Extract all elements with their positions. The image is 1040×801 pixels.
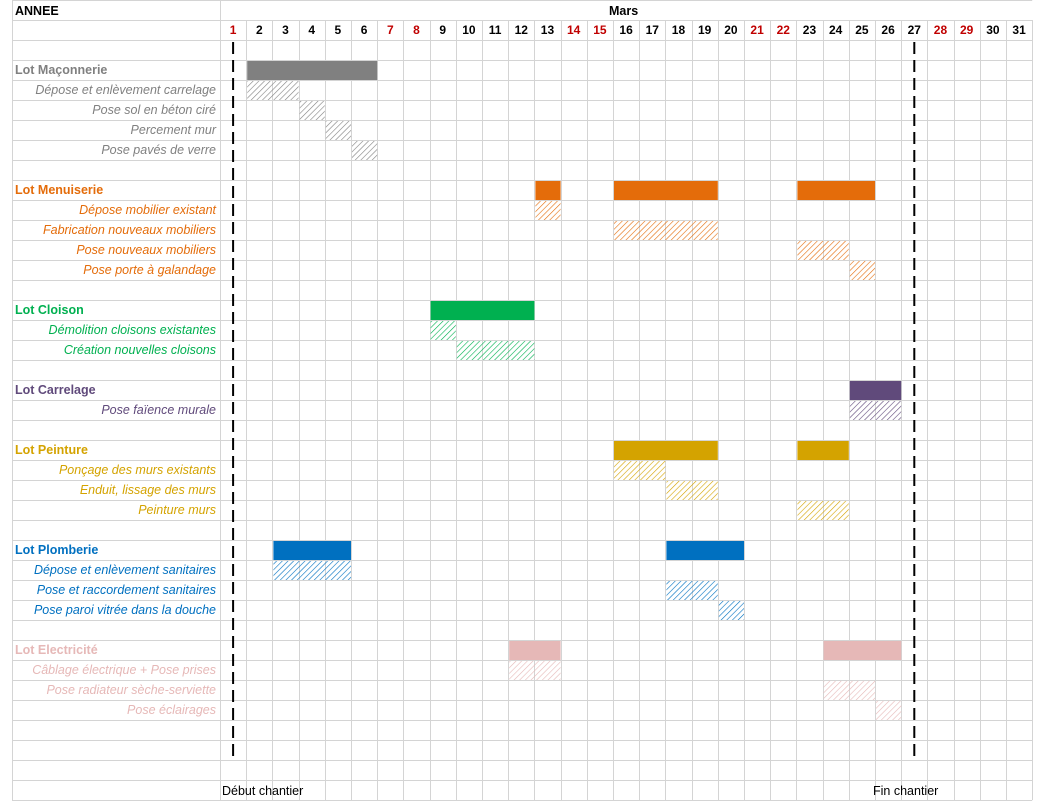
task-bar bbox=[849, 261, 875, 280]
task-bar bbox=[876, 701, 902, 720]
task-bar bbox=[352, 141, 378, 160]
day-header-18[interactable]: 18 bbox=[671, 23, 686, 37]
task-bar bbox=[299, 101, 325, 120]
task-bar bbox=[273, 561, 351, 580]
lot-label[interactable]: Lot Menuiserie bbox=[15, 183, 104, 197]
day-header-16[interactable]: 16 bbox=[619, 23, 633, 37]
task-label[interactable]: Dépose et enlèvement sanitaires bbox=[33, 563, 216, 577]
task-label[interactable]: Pose radiateur sèche-serviette bbox=[46, 683, 216, 697]
day-header-6[interactable]: 6 bbox=[360, 23, 368, 37]
lot-bar bbox=[509, 641, 561, 660]
day-header-1[interactable]: 1 bbox=[229, 23, 237, 37]
task-bar bbox=[797, 501, 849, 520]
task-bar bbox=[823, 681, 875, 700]
task-label[interactable]: Démolition cloisons existantes bbox=[48, 323, 216, 337]
task-bar bbox=[509, 661, 561, 680]
lot-bar bbox=[247, 61, 378, 80]
day-header-28[interactable]: 28 bbox=[933, 23, 948, 37]
day-header-4[interactable]: 4 bbox=[308, 23, 316, 37]
day-header-3[interactable]: 3 bbox=[282, 23, 289, 37]
lot-label[interactable]: Lot Electricité bbox=[15, 643, 98, 657]
day-header-2[interactable]: 2 bbox=[255, 23, 263, 37]
year-header[interactable]: ANNEE bbox=[15, 4, 59, 18]
day-header-30[interactable]: 30 bbox=[986, 23, 1000, 37]
task-bar bbox=[456, 341, 535, 360]
task-bar bbox=[535, 201, 561, 220]
lot-bar bbox=[535, 181, 561, 200]
day-header-12[interactable]: 12 bbox=[514, 23, 528, 37]
end-label[interactable]: Fin chantier bbox=[873, 784, 939, 798]
task-label[interactable]: Pose éclairages bbox=[127, 703, 216, 717]
task-label[interactable]: Enduit, lissage des murs bbox=[79, 483, 216, 497]
task-bar bbox=[718, 601, 744, 620]
day-header-22[interactable]: 22 bbox=[776, 23, 790, 37]
task-bar bbox=[666, 581, 718, 600]
lot-bar bbox=[614, 181, 718, 200]
day-header-9[interactable]: 9 bbox=[439, 23, 447, 37]
task-label[interactable]: Pose sol en béton ciré bbox=[92, 103, 216, 117]
task-label[interactable]: Création nouvelles cloisons bbox=[63, 343, 216, 357]
month-header[interactable]: Mars bbox=[609, 4, 639, 18]
lot-bar bbox=[797, 181, 875, 200]
day-header-5[interactable]: 5 bbox=[334, 23, 342, 37]
day-header-31[interactable]: 31 bbox=[1012, 23, 1026, 37]
day-header-17[interactable]: 17 bbox=[645, 23, 659, 37]
day-header-11[interactable]: 11 bbox=[488, 23, 502, 37]
day-header-8[interactable]: 8 bbox=[413, 23, 420, 37]
day-header-26[interactable]: 26 bbox=[881, 23, 895, 37]
day-header-15[interactable]: 15 bbox=[593, 23, 607, 37]
day-header-21[interactable]: 21 bbox=[750, 23, 764, 37]
day-header-20[interactable]: 20 bbox=[724, 23, 738, 37]
lot-bar bbox=[614, 441, 718, 460]
day-header-23[interactable]: 23 bbox=[802, 23, 817, 37]
lot-label[interactable]: Lot Peinture bbox=[15, 443, 88, 457]
task-label[interactable]: Percement mur bbox=[130, 123, 216, 137]
task-bar bbox=[797, 241, 849, 260]
lot-bar bbox=[823, 641, 902, 660]
task-bar bbox=[666, 481, 718, 500]
day-header-10[interactable]: 10 bbox=[462, 23, 476, 37]
task-label[interactable]: Peinture murs bbox=[138, 503, 216, 517]
task-label[interactable]: Pose paroi vitrée dans la douche bbox=[33, 603, 216, 617]
task-bar bbox=[325, 121, 351, 140]
lot-bar bbox=[430, 301, 535, 320]
day-header-19[interactable]: 19 bbox=[698, 23, 712, 37]
lot-label[interactable]: Lot Carrelage bbox=[15, 383, 96, 397]
task-label[interactable]: Pose et raccordement sanitaires bbox=[36, 583, 216, 597]
day-header-25[interactable]: 25 bbox=[855, 23, 869, 37]
lot-bar bbox=[273, 541, 351, 560]
day-header-24[interactable]: 24 bbox=[829, 23, 843, 37]
task-label[interactable]: Dépose mobilier existant bbox=[79, 203, 216, 217]
lot-bar bbox=[666, 541, 744, 560]
lot-bar bbox=[797, 441, 849, 460]
task-label[interactable]: Pose pavés de verre bbox=[101, 143, 216, 157]
day-header-27[interactable]: 27 bbox=[907, 23, 921, 37]
task-bar bbox=[614, 461, 666, 480]
task-label[interactable]: Dépose et enlèvement carrelage bbox=[35, 83, 216, 97]
day-header-13[interactable]: 13 bbox=[540, 23, 555, 37]
task-bar bbox=[430, 321, 456, 340]
lot-label[interactable]: Lot Maçonnerie bbox=[15, 63, 108, 77]
task-bar bbox=[247, 81, 299, 100]
task-label[interactable]: Fabrication nouveaux mobiliers bbox=[42, 223, 216, 237]
lot-bar bbox=[849, 381, 902, 400]
task-bar bbox=[614, 221, 718, 240]
task-label[interactable]: Pose faïence murale bbox=[101, 403, 216, 417]
lot-label[interactable]: Lot Cloison bbox=[15, 303, 84, 317]
day-header-29[interactable]: 29 bbox=[960, 23, 974, 37]
task-label[interactable]: Ponçage des murs existants bbox=[58, 463, 216, 477]
day-header-7[interactable]: 7 bbox=[386, 23, 394, 37]
task-label[interactable]: Pose porte à galandage bbox=[83, 263, 216, 277]
task-label[interactable]: Pose nouveaux mobiliers bbox=[76, 243, 216, 257]
day-header-14[interactable]: 14 bbox=[567, 23, 581, 37]
task-bar bbox=[849, 401, 902, 420]
lot-label[interactable]: Lot Plomberie bbox=[15, 543, 99, 557]
start-label[interactable]: Début chantier bbox=[222, 784, 304, 798]
task-label[interactable]: Câblage électrique + Pose prises bbox=[32, 663, 216, 677]
